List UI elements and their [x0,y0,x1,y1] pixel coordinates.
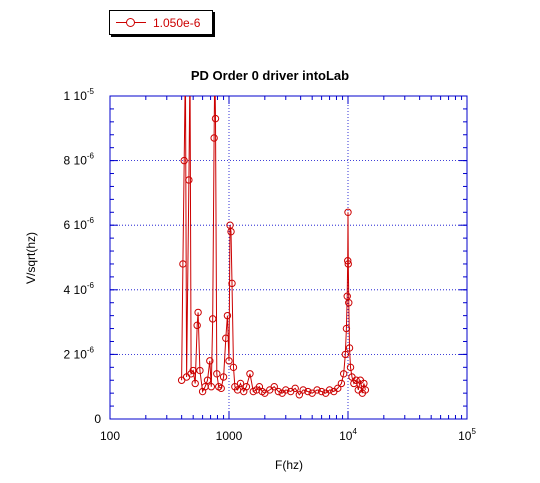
data-point [295,391,304,399]
data-point [185,176,193,184]
series-0 [177,61,370,399]
data-point [228,279,236,288]
data-point [211,114,220,123]
data-point [242,383,251,391]
y-tick-label: 8 10-6 [64,152,95,168]
data-point [196,366,204,375]
grid [110,96,467,419]
data-point [344,208,352,216]
data-point [182,61,188,67]
y-tick-label: 4 10-6 [64,281,95,297]
legend: 1.050e-6 [109,10,213,35]
x-tick-label: 100 [100,429,120,443]
plot-frame [109,95,468,420]
data-point [334,384,342,393]
data-point [304,387,312,396]
series-line [181,96,366,396]
data-point [193,321,201,330]
legend-circle-marker-icon [126,18,135,27]
data-point [209,315,217,323]
data-point [213,370,221,378]
data-point [227,227,235,236]
data-point [325,386,334,394]
data-point [313,386,321,394]
data-point [180,156,188,165]
y-axis-label: V/sqrt(hz) [24,231,38,285]
data-point [291,384,299,393]
data-point [346,363,355,372]
data-point [246,370,254,378]
data-point [236,379,245,388]
y-tick-label: 1 10-5 [64,87,95,103]
data-point [282,386,290,394]
data-point [225,357,233,365]
y-tick-label: 6 10-6 [64,216,95,232]
data-point [299,386,307,394]
data-point [229,363,238,372]
data-point [344,260,352,268]
x-tick-label: 105 [458,427,476,443]
data-point [337,379,346,388]
x-tick-label: 104 [339,427,357,443]
data-point [222,334,230,342]
y-tick-label: 2 10-6 [64,345,95,361]
data-point [345,299,353,307]
y-tick-label: 0 [94,412,101,426]
x-tick-label: 1000 [216,429,243,443]
data-point [217,384,225,393]
data-point [206,357,214,365]
data-point [344,257,352,265]
data-point [219,373,228,381]
data-point [207,383,215,391]
data-point [317,387,326,396]
series [177,61,370,399]
data-point [339,370,348,378]
data-point [345,344,354,352]
data-point [270,383,278,391]
data-point [342,324,351,333]
data-point [361,386,370,394]
data-point [223,311,232,320]
data-point [187,61,193,67]
x-axis-label: F(hz) [275,458,303,472]
chart-title: PD Order 0 driver intoLab [190,68,350,83]
data-point [274,387,283,396]
data-point [191,379,199,388]
data-point [212,61,218,67]
plot-border [109,95,468,420]
data-point [210,134,218,142]
data-point [203,376,212,384]
data-point [352,376,360,384]
legend-series-label: 1.050e-6 [153,16,201,30]
data-point [179,260,187,268]
data-point [194,308,202,317]
data-point [341,350,350,359]
